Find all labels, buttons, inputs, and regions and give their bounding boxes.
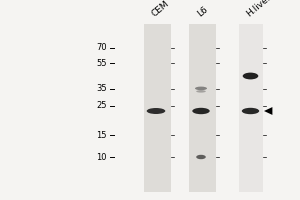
Text: CEM: CEM xyxy=(150,0,171,19)
Text: 25: 25 xyxy=(96,102,106,110)
Text: 10: 10 xyxy=(96,152,106,162)
Text: 15: 15 xyxy=(96,130,106,140)
Text: L6: L6 xyxy=(195,5,209,19)
Ellipse shape xyxy=(242,108,259,114)
Ellipse shape xyxy=(196,90,206,93)
Text: 70: 70 xyxy=(96,44,106,52)
Bar xyxy=(144,24,171,192)
Ellipse shape xyxy=(196,155,206,159)
Bar xyxy=(238,24,262,192)
Ellipse shape xyxy=(192,108,210,114)
Polygon shape xyxy=(264,107,272,115)
Text: 35: 35 xyxy=(96,84,106,93)
Text: H.liver: H.liver xyxy=(245,0,273,19)
Text: 55: 55 xyxy=(96,58,106,68)
Ellipse shape xyxy=(147,108,165,114)
Ellipse shape xyxy=(195,87,207,90)
Ellipse shape xyxy=(243,73,258,79)
Bar xyxy=(189,24,216,192)
